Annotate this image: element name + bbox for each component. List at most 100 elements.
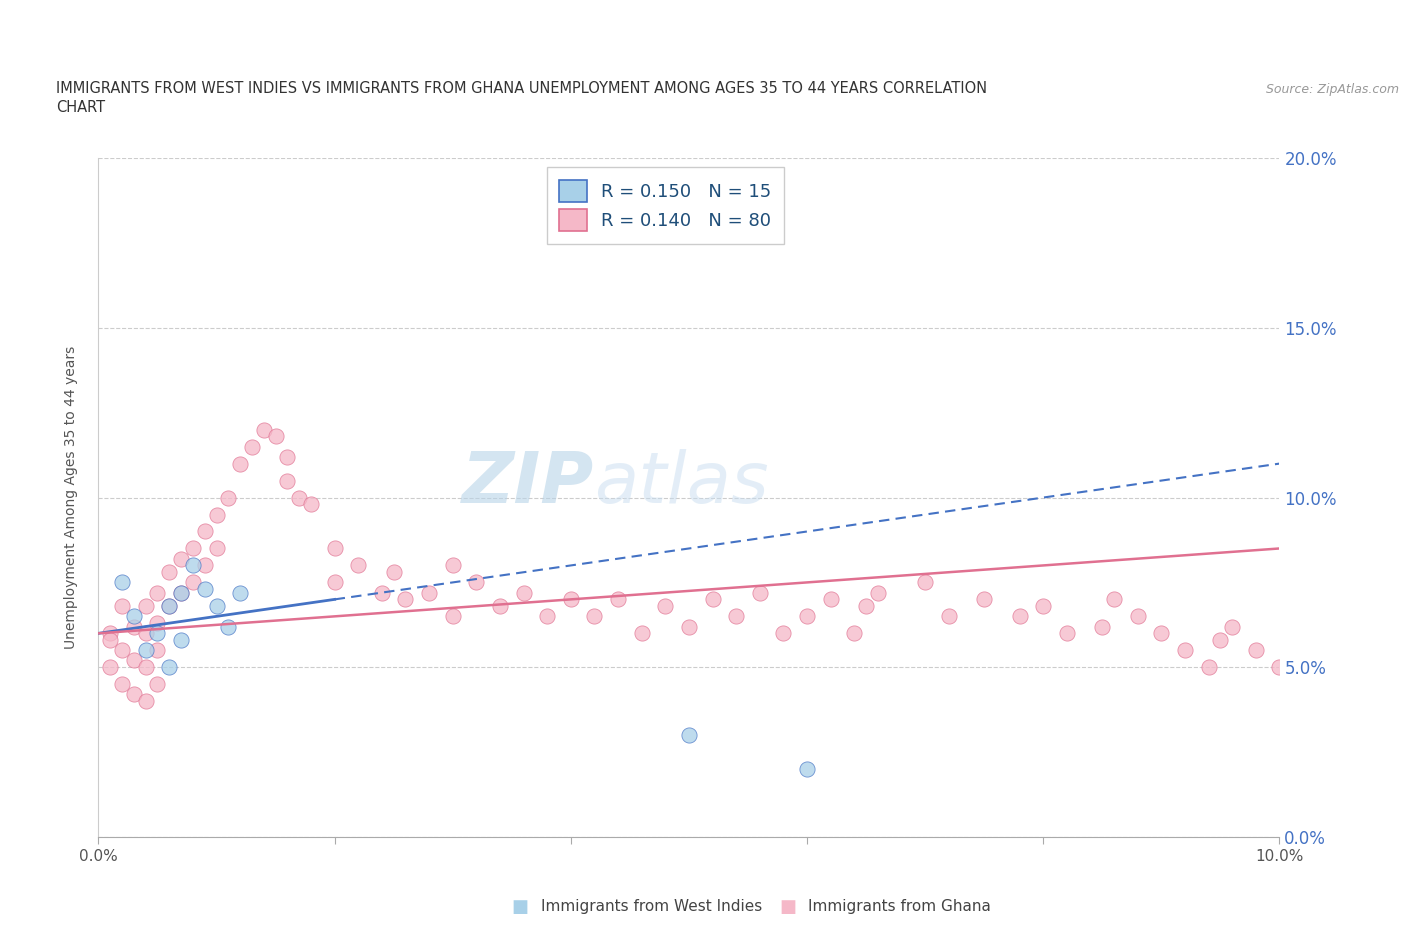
Y-axis label: Unemployment Among Ages 35 to 44 years: Unemployment Among Ages 35 to 44 years xyxy=(63,346,77,649)
Point xyxy=(229,457,252,472)
Point xyxy=(146,643,169,658)
Point xyxy=(1008,609,1031,624)
Point xyxy=(194,558,217,573)
Point xyxy=(170,551,193,566)
Text: IMMIGRANTS FROM WEST INDIES VS IMMIGRANTS FROM GHANA UNEMPLOYMENT AMONG AGES 35 : IMMIGRANTS FROM WEST INDIES VS IMMIGRANT… xyxy=(56,81,987,96)
Point xyxy=(181,541,204,556)
Text: ■: ■ xyxy=(779,897,796,916)
Point xyxy=(146,677,169,692)
Point xyxy=(938,609,960,624)
Point xyxy=(323,575,346,590)
Point xyxy=(205,507,228,522)
Point xyxy=(111,677,134,692)
Point xyxy=(1056,626,1078,641)
Point xyxy=(536,609,558,624)
Point xyxy=(1220,619,1243,634)
Point xyxy=(678,619,700,634)
Legend: R = 0.150   N = 15, R = 0.140   N = 80: R = 0.150 N = 15, R = 0.140 N = 80 xyxy=(547,167,785,244)
Point xyxy=(122,609,145,624)
Point xyxy=(1244,643,1267,658)
Point xyxy=(583,609,606,624)
Point xyxy=(678,727,700,742)
Point xyxy=(170,585,193,600)
Point xyxy=(135,626,157,641)
Point xyxy=(725,609,748,624)
Point xyxy=(914,575,936,590)
Point xyxy=(371,585,394,600)
Point xyxy=(382,565,405,579)
Text: Immigrants from West Indies: Immigrants from West Indies xyxy=(541,899,762,914)
Point xyxy=(170,585,193,600)
Point xyxy=(866,585,889,600)
Point xyxy=(253,422,276,437)
Point xyxy=(240,439,263,454)
Point xyxy=(607,592,630,607)
Point xyxy=(157,565,180,579)
Point xyxy=(855,599,877,614)
Point xyxy=(146,626,169,641)
Point xyxy=(1126,609,1149,624)
Point xyxy=(157,599,180,614)
Point xyxy=(748,585,770,600)
Point xyxy=(135,694,157,709)
Point xyxy=(1091,619,1114,634)
Point xyxy=(146,585,169,600)
Point xyxy=(1209,632,1232,647)
Point xyxy=(205,541,228,556)
Point xyxy=(1174,643,1197,658)
Point xyxy=(122,653,145,668)
Point xyxy=(98,632,121,647)
Point xyxy=(217,619,239,634)
Point xyxy=(181,558,204,573)
Point xyxy=(111,643,134,658)
Text: ■: ■ xyxy=(512,897,529,916)
Point xyxy=(489,599,512,614)
Point xyxy=(796,762,818,777)
Text: Source: ZipAtlas.com: Source: ZipAtlas.com xyxy=(1265,83,1399,96)
Text: Immigrants from Ghana: Immigrants from Ghana xyxy=(808,899,991,914)
Point xyxy=(229,585,252,600)
Point xyxy=(441,609,464,624)
Point xyxy=(181,575,204,590)
Point xyxy=(1150,626,1173,641)
Point xyxy=(560,592,582,607)
Point xyxy=(973,592,995,607)
Point xyxy=(98,660,121,675)
Point xyxy=(288,490,311,505)
Point xyxy=(146,616,169,631)
Point xyxy=(98,626,121,641)
Point xyxy=(194,582,217,597)
Point xyxy=(299,497,322,512)
Point xyxy=(441,558,464,573)
Point xyxy=(111,599,134,614)
Point xyxy=(394,592,416,607)
Point xyxy=(772,626,794,641)
Text: CHART: CHART xyxy=(56,100,105,115)
Point xyxy=(157,660,180,675)
Point xyxy=(1032,599,1054,614)
Point xyxy=(276,473,298,488)
Point xyxy=(157,599,180,614)
Point xyxy=(418,585,440,600)
Text: ZIP: ZIP xyxy=(463,449,595,518)
Point xyxy=(276,449,298,464)
Point xyxy=(205,599,228,614)
Point xyxy=(111,575,134,590)
Point xyxy=(1268,660,1291,675)
Point xyxy=(217,490,239,505)
Point xyxy=(630,626,652,641)
Point xyxy=(820,592,842,607)
Point xyxy=(796,609,818,624)
Point xyxy=(844,626,866,641)
Point xyxy=(122,687,145,702)
Point xyxy=(1102,592,1125,607)
Point xyxy=(122,619,145,634)
Point xyxy=(347,558,370,573)
Point xyxy=(654,599,676,614)
Point xyxy=(135,599,157,614)
Point xyxy=(1198,660,1220,675)
Point xyxy=(512,585,534,600)
Point xyxy=(194,525,217,539)
Point xyxy=(323,541,346,556)
Point xyxy=(702,592,724,607)
